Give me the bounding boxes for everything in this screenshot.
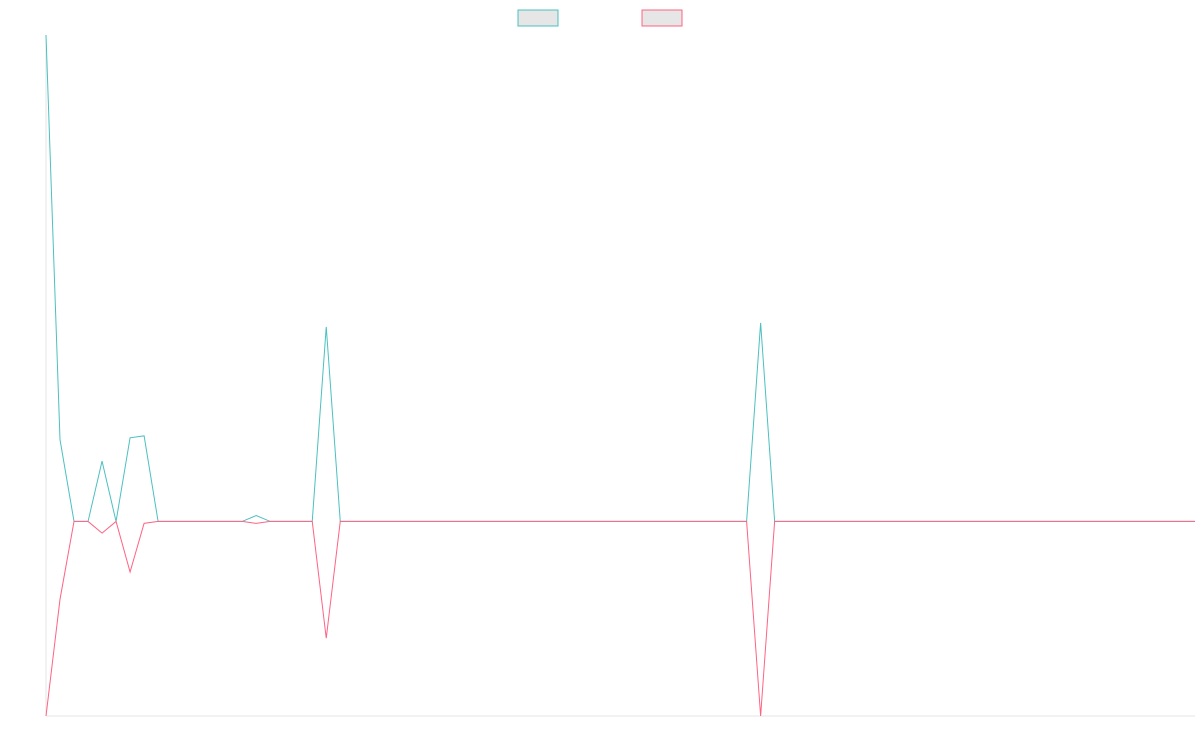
legend[interactable] [517, 9, 683, 27]
legend-item-2[interactable] [641, 9, 683, 27]
legend-item-1[interactable] [517, 9, 559, 27]
series-line-1 [45, 34, 1195, 522]
plot-area [45, 34, 1195, 717]
series-line-2 [45, 520, 1195, 717]
